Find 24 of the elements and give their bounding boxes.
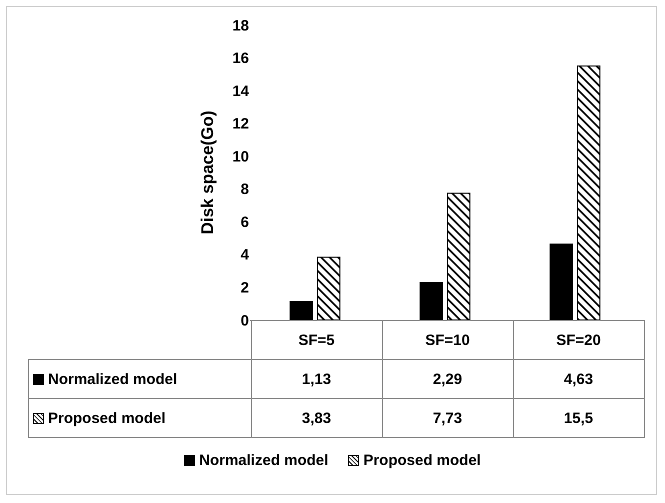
y-tick-label: 12 xyxy=(232,116,249,133)
data-label: 2,29 xyxy=(382,360,513,398)
data-label: 3,83 xyxy=(251,398,382,438)
text: Normalized model xyxy=(199,452,328,469)
data-label: 15,5 xyxy=(513,398,644,438)
y-tick-label: 2 xyxy=(240,279,249,296)
x-tick-label: SF=5 xyxy=(251,320,382,360)
x-tick-label: SF=20 xyxy=(513,320,644,360)
legend-label: Proposed model xyxy=(362,452,481,469)
y-tick-label: 0 xyxy=(240,312,249,330)
y-tick-label: 8 xyxy=(240,181,249,198)
y-tick-label: 16 xyxy=(232,50,249,68)
y-tick-label: 4 xyxy=(240,246,250,264)
data-label: 4,63 xyxy=(513,360,644,398)
y-axis-title: Disk space(Go) xyxy=(198,110,217,234)
x-tick-label: SF=10 xyxy=(382,320,513,360)
y-tick-label: 10 xyxy=(232,148,249,166)
y-tick-label: 14 xyxy=(232,82,250,100)
y-tick-label: 6 xyxy=(240,214,249,231)
data-label: 1,13 xyxy=(251,360,382,398)
y-tick-label: 18 xyxy=(232,17,249,34)
data-label: 7,73 xyxy=(382,398,513,438)
text: Proposed model xyxy=(48,410,166,426)
legend-label: Normalized model xyxy=(28,360,251,398)
